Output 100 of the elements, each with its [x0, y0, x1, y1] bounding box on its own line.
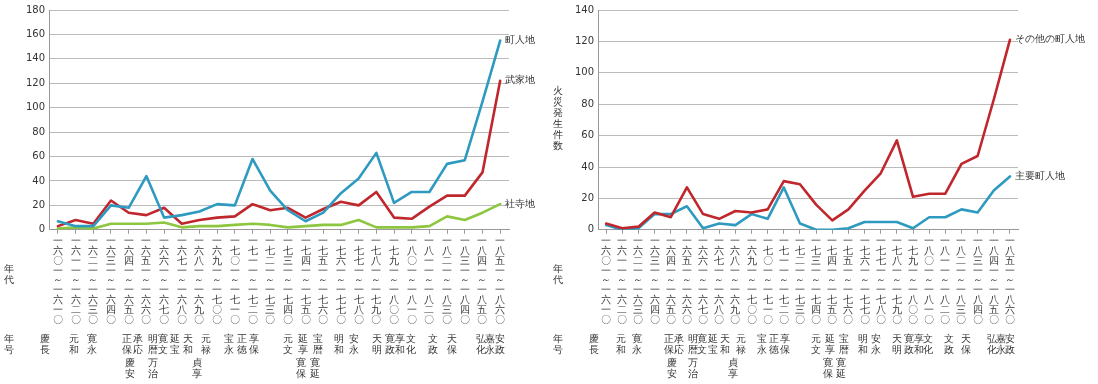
text: 安永 [871, 332, 882, 355]
text: 延宝 [706, 332, 718, 355]
text: 天明 [892, 332, 903, 355]
text: 宝暦 [312, 332, 323, 355]
category-label: 一六九一～一七〇〇 [212, 235, 223, 325]
category-label: 一六三一～一六四〇 [649, 235, 660, 325]
text: 宝永 [223, 332, 234, 355]
text: 承応 [132, 332, 143, 355]
text: 元和 [69, 332, 80, 355]
text: 万治 [147, 356, 158, 379]
category-label: 一六五一～一六六〇 [141, 235, 152, 325]
y-axis-title: 火災発生件数 [553, 85, 563, 152]
text: 寛永 [631, 332, 642, 355]
text: 寛保 [296, 356, 307, 379]
category-label: 一七三一～一七四〇 [282, 235, 293, 325]
category-label: 一六四一～一六五〇 [665, 235, 676, 325]
y-tick-label: 0 [38, 223, 46, 235]
y-tick-label: 160 [25, 28, 46, 40]
category-label: 一六六一～一六七〇 [698, 235, 709, 325]
text: 安永 [348, 332, 359, 355]
text: 年号 [4, 332, 14, 355]
text: 慶長 [589, 332, 600, 355]
category-label: 一七六一～一七七〇 [335, 235, 346, 325]
text: 明暦 [687, 332, 698, 355]
series-label: 武家地 [505, 74, 536, 86]
category-label: 一六七一～一六八〇 [714, 235, 725, 325]
text: 元禄 [736, 332, 747, 355]
text: 慶長 [39, 332, 50, 355]
text: 安政 [1004, 332, 1015, 355]
text: 寛政 [384, 332, 395, 355]
category-label: 一六〇一～一六一〇 [601, 235, 612, 325]
category-label: 一七四一～一七五〇 [827, 235, 838, 325]
text: 宝永 [757, 332, 768, 355]
text: 文化 [405, 332, 416, 355]
text: 享和 [913, 332, 924, 355]
x-axis-title: 年代 [3, 263, 14, 286]
category-label: 一八一一～一八二〇 [940, 235, 951, 325]
category-label: 一七九一～一八〇〇 [908, 235, 919, 325]
text: 寛政 [903, 332, 914, 355]
category-label: 一七八一～一七九〇 [891, 235, 902, 325]
text: 天和 [719, 332, 730, 355]
category-label: 一六七一～一六八〇 [176, 235, 187, 325]
text: 元文 [811, 332, 822, 355]
text: 明和 [857, 332, 868, 355]
text: 寛永 [86, 332, 97, 355]
category-label: 一八〇一～一八一〇 [924, 235, 935, 325]
text: 年号 [553, 332, 563, 355]
text: 明暦 [147, 332, 158, 355]
text: 慶安 [124, 356, 135, 379]
category-label: 一七一一～一七二〇 [778, 235, 789, 325]
y-tick-label: 80 [32, 125, 46, 137]
category-label: 一八二一～一八三〇 [956, 235, 967, 325]
text: 明和 [334, 332, 345, 355]
category-label: 一七〇一～一七一〇 [229, 235, 240, 325]
text: 正保 [664, 332, 675, 355]
series-label: 社寺地 [505, 197, 536, 209]
category-label: 一六九一～一七〇〇 [746, 235, 757, 325]
y-tick-label: 40 [32, 174, 46, 186]
text: 文化 [923, 332, 934, 355]
x-axis-title: 年代 [552, 263, 563, 286]
y-tick-label: 80 [581, 97, 595, 109]
y-tick-label: 140 [574, 3, 595, 15]
text: 嘉永 [995, 332, 1006, 355]
text: 安政 [495, 332, 506, 355]
category-label: 一七九一～一八〇〇 [389, 235, 400, 325]
category-label: 一七七一～一七八〇 [875, 235, 886, 325]
text: 延享 [823, 332, 835, 355]
text: 寛保 [823, 356, 834, 379]
y-tick-label: 20 [32, 198, 46, 210]
category-label: 一七五一～一七六〇 [843, 235, 854, 325]
category-label: 一六五一～一六六〇 [681, 235, 692, 325]
text: 享保 [779, 332, 790, 355]
category-label: 一七二一～一七三〇 [794, 235, 805, 325]
text: 天保 [447, 332, 458, 355]
y-tick-label: 20 [581, 191, 595, 203]
category-label: 一六四一～一六五〇 [123, 235, 134, 325]
text: 文政 [427, 332, 438, 355]
category-label: 一七六一～一七七〇 [859, 235, 870, 325]
category-label: 一七〇一～一七一〇 [762, 235, 773, 325]
category-label: 一六一一～一六二〇 [70, 235, 81, 325]
text: 正徳 [769, 332, 780, 355]
y-tick-label: 180 [25, 3, 46, 15]
y-tick-label: 140 [25, 52, 46, 64]
y-tick-label: 60 [581, 129, 595, 141]
series-label: その他の町人地 [1014, 33, 1085, 45]
y-tick-label: 100 [574, 66, 595, 78]
text: 嘉永 [485, 332, 496, 355]
y-tick-label: 40 [581, 160, 595, 172]
text: 天明 [371, 332, 382, 355]
category-label: 一八三一～一八四〇 [459, 235, 470, 325]
category-label: 一七三一～一七四〇 [811, 235, 822, 325]
series-label: 町人地 [505, 34, 536, 46]
category-label: 一六三一～一六四〇 [106, 235, 116, 325]
category-label: 一七二一～一七三〇 [265, 235, 276, 325]
category-label: 一七四一～一七五〇 [300, 235, 311, 325]
text: 貞享 [191, 356, 202, 379]
category-label: 一八一一～一八二〇 [424, 235, 435, 325]
text: 文政 [943, 332, 954, 355]
text: 享和 [395, 332, 406, 355]
text: 承応 [673, 332, 684, 355]
